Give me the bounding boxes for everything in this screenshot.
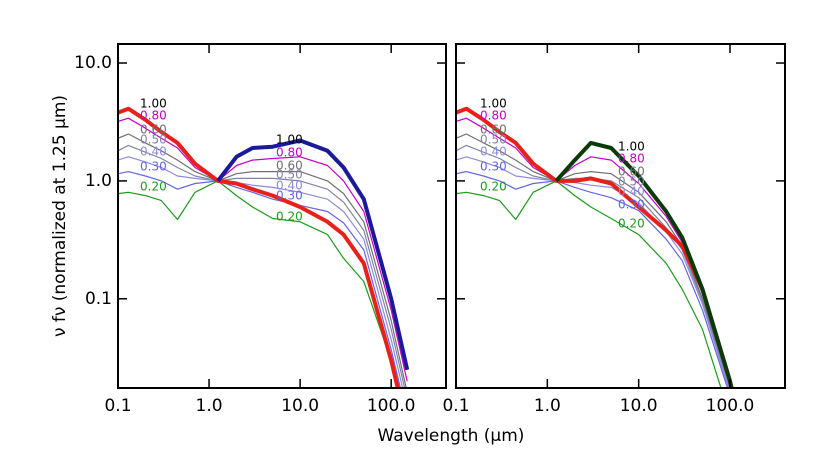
curve bbox=[118, 133, 407, 388]
plot-frame bbox=[117, 43, 447, 389]
curve-label: 0.20 bbox=[618, 217, 645, 231]
plot-area bbox=[118, 106, 410, 388]
x-tick-label: 10.0 bbox=[281, 396, 319, 416]
curve-label: 0.60 bbox=[140, 123, 167, 137]
curve-label: 1.00 bbox=[480, 97, 507, 111]
curve bbox=[456, 171, 729, 388]
curve-label: 0.50 bbox=[276, 168, 303, 182]
x-tick-label: 0.1 bbox=[104, 396, 131, 416]
y-axis-title: ν fν (normalized at 1.25 μm) bbox=[50, 95, 70, 337]
curve-label: 0.50 bbox=[480, 133, 507, 147]
curve bbox=[456, 180, 722, 388]
curve-label: 0.30 bbox=[480, 160, 507, 174]
highlight-curve bbox=[118, 106, 400, 388]
highlight-curve bbox=[216, 138, 410, 371]
x-tick-label: 100.0 bbox=[706, 396, 755, 416]
curve-label: 1.00 bbox=[618, 140, 645, 154]
curve bbox=[118, 117, 408, 382]
x-tick-label: 10.0 bbox=[620, 396, 658, 416]
curve-label: 0.60 bbox=[276, 159, 303, 173]
curve-label: 0.50 bbox=[140, 133, 167, 147]
plot-area bbox=[456, 106, 734, 388]
curve-label: 0.60 bbox=[480, 123, 507, 137]
x-tick-label: 1.0 bbox=[196, 396, 223, 416]
curve-label: 0.20 bbox=[276, 210, 303, 224]
plot-frame bbox=[455, 43, 786, 389]
x-tick-label: 0.1 bbox=[442, 396, 469, 416]
curve-label: 1.00 bbox=[276, 133, 303, 147]
curve bbox=[118, 171, 401, 388]
curve-label: 0.30 bbox=[140, 160, 167, 174]
curve-label: 0.40 bbox=[480, 145, 507, 159]
curve-label: 0.30 bbox=[618, 198, 645, 212]
curve bbox=[118, 144, 406, 388]
curve-label: 0.80 bbox=[140, 109, 167, 123]
x-tick-label: 1.0 bbox=[534, 396, 561, 416]
y-tick-label: 10.0 bbox=[74, 53, 112, 73]
curve-label: 0.50 bbox=[618, 175, 645, 189]
curve-label: 0.80 bbox=[276, 146, 303, 160]
y-tick-label: 0.1 bbox=[85, 289, 112, 309]
curve-label: 0.40 bbox=[276, 179, 303, 193]
curve-label: 0.40 bbox=[140, 145, 167, 159]
curve-label: 0.20 bbox=[140, 180, 167, 194]
curve-label: 0.80 bbox=[480, 109, 507, 123]
y-tick-label: 1.0 bbox=[85, 171, 112, 191]
highlight-curve bbox=[554, 140, 734, 388]
x-axis-title: Wavelength (μm) bbox=[378, 426, 525, 446]
curve-label: 0.60 bbox=[618, 165, 645, 179]
curve-label: 0.30 bbox=[276, 189, 303, 203]
curve bbox=[118, 156, 404, 388]
curve-label: 0.40 bbox=[618, 185, 645, 199]
curve-label: 1.00 bbox=[140, 97, 167, 111]
x-tick-label: 100.0 bbox=[367, 396, 416, 416]
curve bbox=[456, 156, 730, 388]
curve-label: 0.80 bbox=[618, 152, 645, 166]
curve bbox=[118, 180, 399, 388]
curve-label: 0.20 bbox=[480, 180, 507, 194]
